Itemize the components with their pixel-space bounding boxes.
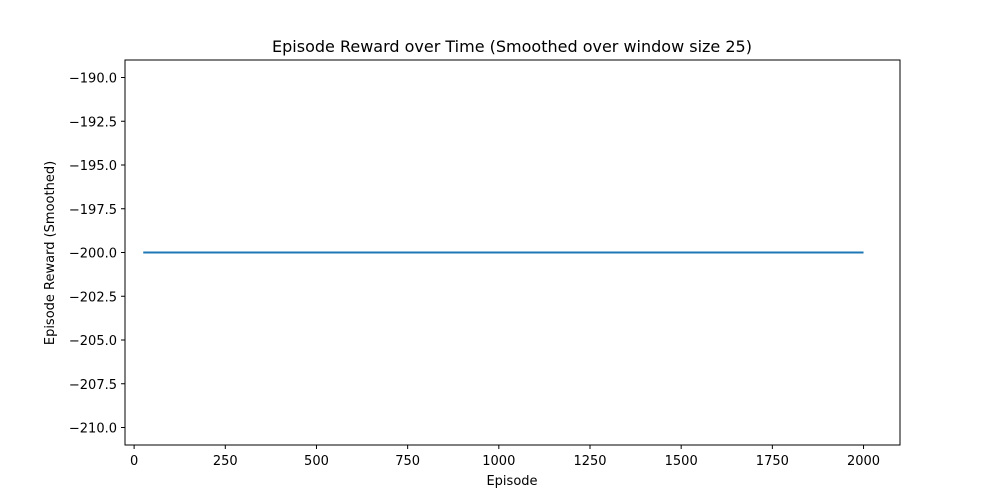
y-tick-label: −202.5: [69, 290, 117, 305]
x-tick-label: 1750: [756, 454, 789, 469]
y-tick-label: −190.0: [69, 72, 117, 87]
x-tick-label: 500: [304, 454, 329, 469]
x-tick-label: 1250: [573, 454, 606, 469]
y-tick-label: −207.5: [69, 378, 117, 393]
y-tick-label: −210.0: [69, 422, 117, 437]
x-tick-label: 0: [130, 454, 138, 469]
y-tick-label: −195.0: [69, 159, 117, 174]
y-tick-label: −192.5: [69, 115, 117, 130]
x-tick-label: 250: [213, 454, 238, 469]
x-tick-label: 2000: [847, 454, 880, 469]
y-tick-label: −200.0: [69, 247, 117, 262]
x-tick-label: 750: [395, 454, 420, 469]
x-axis-label: Episode: [486, 474, 537, 489]
x-tick-label: 1500: [665, 454, 698, 469]
plot-area: 0 250 500 750 1000 1250 1500 1750 2000 −190.0 −192…: [69, 59, 901, 469]
chart-title: Episode Reward over Time (Smoothed over …: [272, 37, 752, 56]
y-axis-label: Episode Reward (Smoothed): [43, 161, 58, 345]
y-tick-label: −197.5: [69, 203, 117, 218]
x-tick-label: 1000: [482, 454, 515, 469]
y-tick-label: −205.0: [69, 334, 117, 349]
